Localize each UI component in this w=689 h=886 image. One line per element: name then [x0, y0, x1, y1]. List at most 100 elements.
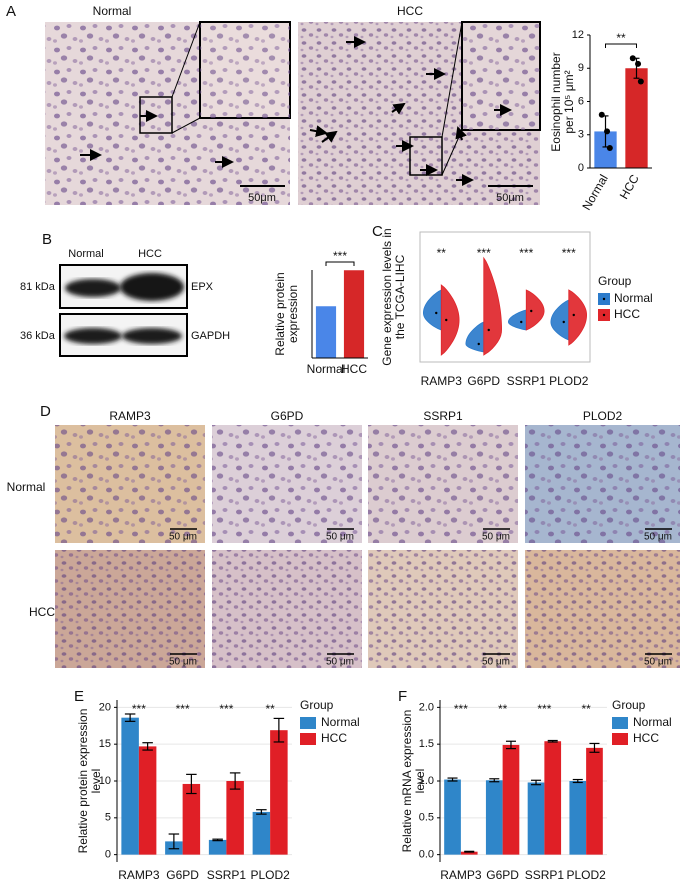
legend-dot — [602, 313, 606, 317]
legend-title: Group — [598, 274, 632, 288]
bar — [527, 782, 545, 855]
significance-label: *** — [176, 702, 190, 716]
significance-label: *** — [562, 246, 576, 260]
error-bar — [168, 833, 180, 850]
x-tick-label: PLOD2 — [566, 868, 606, 882]
micrograph — [298, 21, 541, 205]
scale-bar-label: 50 μm — [326, 657, 354, 668]
western-blot — [59, 264, 188, 357]
x-tick-label: G6PD — [166, 868, 199, 882]
nuclei — [525, 425, 680, 543]
y-tick-label: 2.0 — [419, 701, 434, 713]
row-label: HCC — [29, 605, 55, 619]
scale-bar-label: 50μm — [496, 192, 524, 204]
significance-label: ** — [498, 702, 508, 716]
panel-letter: D — [40, 403, 51, 420]
bar — [121, 717, 139, 855]
y-tick-label: 0 — [105, 849, 111, 861]
x-tick-label: G6PD — [486, 868, 519, 882]
significance-label: *** — [333, 249, 347, 263]
y-tick-label: 1.5 — [419, 738, 434, 750]
legend-label: HCC — [633, 731, 659, 745]
nuclei — [525, 550, 680, 668]
y-tick-label: 0.0 — [419, 849, 434, 861]
half-violin — [423, 289, 442, 331]
x-tick-label: RAMP3 — [118, 868, 160, 882]
y-tick-label: 12 — [572, 29, 584, 41]
panel-letter: C — [372, 223, 383, 240]
y-tick-label: 20 — [99, 701, 111, 713]
bar — [625, 68, 648, 168]
y-axis-label: Relative protein expression — [272, 272, 300, 356]
legend-label: HCC — [321, 731, 347, 745]
bar — [544, 741, 562, 855]
bar — [444, 779, 461, 855]
median-dot — [530, 309, 533, 313]
significance-label: ** — [265, 702, 275, 716]
bar — [485, 780, 503, 855]
protein-label: GAPDH — [191, 330, 230, 342]
legend-label: HCC — [614, 307, 640, 321]
nuclei — [212, 425, 362, 543]
x-tick-label: RAMP3 — [440, 868, 482, 882]
legend-swatch — [612, 733, 628, 745]
micrograph — [45, 21, 291, 205]
y-tick-label: 6 — [578, 95, 584, 107]
micrograph: 50 μm — [368, 425, 518, 543]
half-violin — [507, 309, 527, 331]
bar — [138, 746, 157, 855]
data-point — [635, 60, 642, 67]
error-bar — [464, 850, 475, 853]
legend-swatch — [300, 717, 316, 729]
legend-swatch — [612, 717, 628, 729]
x-tick-label: PLOD2 — [549, 374, 589, 388]
median-dot — [572, 313, 575, 317]
column-label: G6PD — [271, 409, 304, 423]
panel-letter: F — [398, 688, 407, 705]
y-tick-label: 0.5 — [419, 812, 434, 824]
significance-label: *** — [519, 246, 533, 260]
error-bar — [229, 772, 241, 790]
significance-label: ** — [437, 246, 447, 260]
median-dot — [520, 320, 523, 324]
legend-label: Normal — [633, 715, 672, 729]
bar — [182, 783, 201, 855]
column-label: RAMP3 — [109, 409, 151, 423]
nuclei — [55, 425, 205, 543]
scale-bar-label: 50 μm — [482, 657, 510, 668]
error-bar — [447, 777, 458, 782]
panel-letter: B — [42, 231, 52, 248]
error-bar — [531, 779, 542, 786]
y-tick-label: 9 — [578, 62, 584, 74]
x-tick-label: PLOD2 — [250, 868, 290, 882]
error-bar — [273, 717, 285, 743]
significance-label: ** — [616, 31, 626, 45]
micrograph: 50 μm — [212, 550, 362, 668]
bar — [208, 839, 227, 855]
error-bar — [186, 773, 197, 795]
legend-swatch — [300, 733, 316, 745]
bar — [586, 747, 603, 855]
y-tick-label: 10 — [99, 775, 111, 787]
bar — [502, 744, 520, 855]
lane-label: HCC — [138, 248, 162, 260]
y-tick-label: 3 — [578, 129, 584, 141]
x-tick-label: SSRP1 — [207, 868, 247, 882]
error-bar — [212, 838, 223, 842]
data-point — [598, 111, 605, 118]
bar — [252, 811, 271, 855]
data-point — [606, 145, 613, 152]
median-dot — [487, 328, 490, 332]
legend-dot — [602, 297, 606, 301]
micrograph: 50 μm — [212, 425, 362, 543]
bar — [569, 781, 587, 855]
x-tick-label: SSRP1 — [507, 374, 547, 388]
significance-bracket — [325, 261, 355, 266]
error-bar — [142, 742, 153, 751]
scale-bar-label: 50 μm — [326, 532, 354, 543]
lane-label: Normal — [68, 248, 103, 260]
x-tick-label: Normal — [579, 172, 610, 212]
x-tick-label: HCC — [617, 172, 642, 202]
half-violin — [525, 289, 545, 331]
micrograph: 50 μm — [525, 425, 680, 543]
